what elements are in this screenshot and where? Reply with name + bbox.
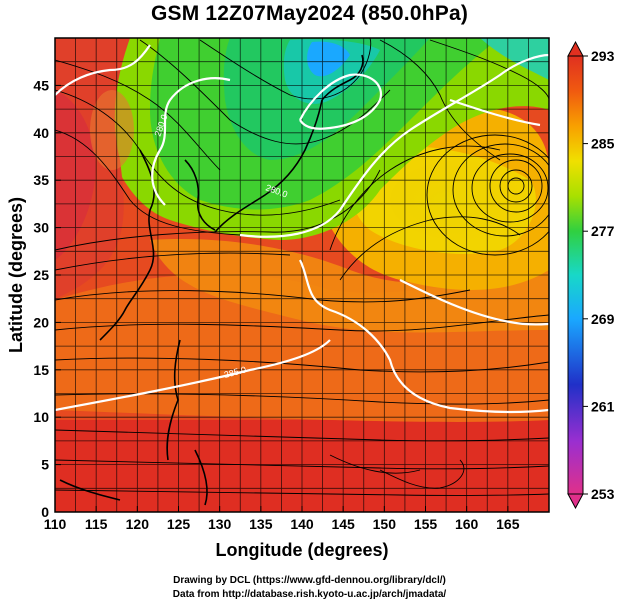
colorbar-tick-label: 253: [591, 486, 615, 502]
x-tick-label: 150: [373, 516, 397, 532]
y-tick-label: 30: [33, 220, 49, 236]
y-tick-label: 25: [33, 267, 49, 283]
colorbar-tick-label: 293: [591, 48, 615, 64]
x-tick-label: 110: [44, 516, 67, 532]
x-tick-label: 140: [290, 516, 314, 532]
colorbar-tick-label: 269: [591, 311, 615, 327]
x-axis-label: Longitude (degrees): [215, 540, 388, 560]
x-tick-label: 135: [249, 516, 273, 532]
y-tick-label: 45: [33, 77, 49, 93]
colorbar-tick-label: 285: [591, 136, 615, 152]
x-tick-label: 145: [331, 516, 355, 532]
colorbar-ticks: 293 285 277 269 261 253: [583, 48, 615, 502]
x-tick-label: 165: [496, 516, 520, 532]
x-tick-label: 125: [167, 516, 191, 532]
footer-credit-drawing: Drawing by DCL (https://www.gfd-dennou.o…: [173, 575, 446, 586]
y-tick-label: 5: [41, 457, 49, 473]
x-tick-label: 130: [208, 516, 232, 532]
x-tick-label: 155: [414, 516, 438, 532]
colorbar-bottom-arrow: [567, 493, 584, 510]
y-axis-label: Latitude (degrees): [6, 197, 26, 353]
y-tick-label: 10: [33, 409, 49, 425]
x-tick-label: 160: [455, 516, 479, 532]
y-tick-label: 40: [33, 125, 49, 141]
x-axis-ticks: 110 115 120 125 130 135 140 145 150 155 160 165: [44, 506, 520, 532]
footer-credit-data: Data from http://database.rish.kyoto-u.a…: [172, 589, 447, 600]
y-tick-label: 15: [33, 362, 49, 378]
y-tick-label: 35: [33, 172, 49, 188]
y-tick-label: 20: [33, 314, 49, 330]
colorbar: 293 285 277 269 261 253: [567, 40, 615, 510]
x-tick-label: 115: [85, 516, 108, 532]
map-title: GSM 12Z07May2024 (850.0hPa): [150, 2, 469, 25]
colorbar-top-arrow: [567, 40, 584, 57]
x-tick-label: 120: [126, 516, 150, 532]
isotherm-contours: [55, 44, 549, 414]
colorbar-tick-label: 261: [591, 398, 615, 414]
y-axis-ticks: 0 5 10 15 20 25 30 35 40 45: [33, 77, 61, 520]
colorbar-bar: [567, 55, 584, 495]
colorbar-tick-label: 277: [591, 223, 615, 239]
y-tick-label: 0: [41, 504, 49, 520]
